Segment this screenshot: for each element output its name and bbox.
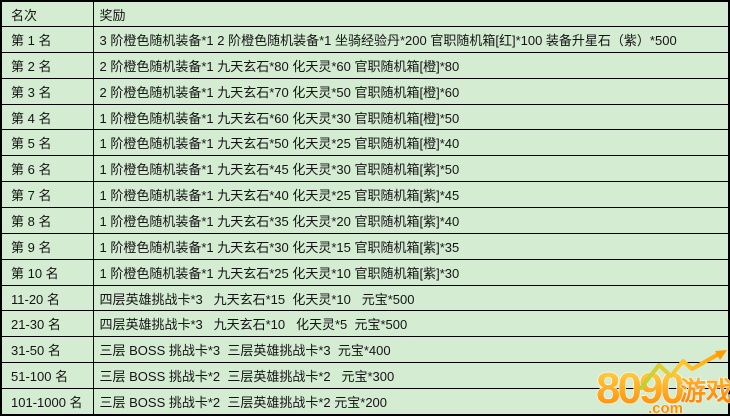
rank-cell: 第 2 名: [0, 51, 94, 79]
rank-cell: 第 10 名: [0, 258, 94, 286]
reward-cell: 三层 BOSS 挑战卡*2 三层英雄挑战卡*2 元宝*200: [92, 388, 730, 416]
column-header-rank: 名次: [0, 0, 94, 27]
rank-cell: 51-100 名: [0, 362, 94, 390]
rank-cell: 第 6 名: [0, 155, 94, 183]
rank-cell: 第 8 名: [0, 207, 94, 234]
rank-cell: 第 5 名: [0, 129, 94, 157]
reward-cell: 2 阶橙色随机装备*1 九天玄石*80 化天灵*60 官职随机箱[橙]*80: [92, 51, 730, 79]
table-row: 101-1000 名三层 BOSS 挑战卡*2 三层英雄挑战卡*2 元宝*200: [0, 388, 730, 416]
rank-cell: 101-1000 名: [0, 388, 94, 416]
reward-cell: 3 阶橙色随机装备*1 2 阶橙色随机装备*1 坐骑经验丹*200 官职随机箱[…: [92, 26, 730, 53]
reward-cell: 三层 BOSS 挑战卡*2 三层英雄挑战卡*2 元宝*300: [92, 362, 730, 390]
column-header-reward: 奖励: [92, 0, 730, 27]
table-row: 21-30 名四层英雄挑战卡*3 九天玄石*10 化天灵*5 元宝*500: [0, 310, 730, 338]
rank-cell: 21-30 名: [0, 310, 94, 338]
reward-cell: 四层英雄挑战卡*3 九天玄石*10 化天灵*5 元宝*500: [92, 310, 730, 338]
table-row: 51-100 名三层 BOSS 挑战卡*2 三层英雄挑战卡*2 元宝*300: [0, 362, 730, 390]
table-header-row: 名次 奖励: [0, 0, 730, 27]
rank-cell: 31-50 名: [0, 336, 94, 364]
reward-cell: 1 阶橙色随机装备*1 九天玄石*45 化天灵*30 官职随机箱[紫]*50: [92, 155, 730, 183]
reward-cell: 四层英雄挑战卡*3 九天玄石*15 化天灵*10 元宝*500: [92, 284, 730, 312]
rank-cell: 11-20 名: [0, 284, 94, 312]
reward-cell: 1 阶橙色随机装备*1 九天玄石*50 化天灵*25 官职随机箱[橙]*40: [92, 129, 730, 157]
reward-cell: 1 阶橙色随机装备*1 九天玄石*35 化天灵*20 官职随机箱[紫]*40: [92, 207, 730, 234]
rank-cell: 第 1 名: [0, 26, 94, 53]
rank-cell: 第 4 名: [0, 103, 94, 131]
reward-cell: 1 阶橙色随机装备*1 九天玄石*30 化天灵*15 官职随机箱[紫]*35: [92, 232, 730, 260]
rank-cell: 第 9 名: [0, 232, 94, 260]
rank-cell: 第 7 名: [0, 181, 94, 209]
reward-cell: 1 阶橙色随机装备*1 九天玄石*60 化天灵*30 官职随机箱[橙]*50: [92, 103, 730, 131]
reward-cell: 1 阶橙色随机装备*1 九天玄石*40 化天灵*25 官职随机箱[紫]*45: [92, 181, 730, 209]
rank-cell: 第 3 名: [0, 77, 94, 105]
reward-cell: 2 阶橙色随机装备*1 九天玄石*70 化天灵*50 官职随机箱[橙]*60: [92, 77, 730, 105]
reward-cell: 1 阶橙色随机装备*1 九天玄石*25 化天灵*10 官职随机箱[紫]*30: [92, 258, 730, 286]
table-row: 11-20 名四层英雄挑战卡*3 九天玄石*15 化天灵*10 元宝*500: [0, 284, 730, 312]
table-row: 31-50 名三层 BOSS 挑战卡*3 三层英雄挑战卡*3 元宝*400: [0, 336, 730, 364]
reward-cell: 三层 BOSS 挑战卡*3 三层英雄挑战卡*3 元宝*400: [92, 336, 730, 364]
